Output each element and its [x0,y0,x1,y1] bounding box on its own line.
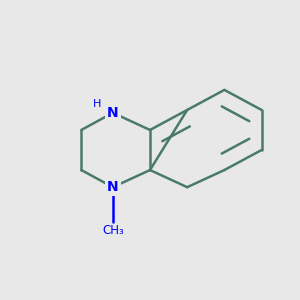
Text: CH₃: CH₃ [102,224,124,237]
Text: N: N [107,106,118,120]
Text: N: N [107,180,118,194]
Text: H: H [93,99,101,109]
